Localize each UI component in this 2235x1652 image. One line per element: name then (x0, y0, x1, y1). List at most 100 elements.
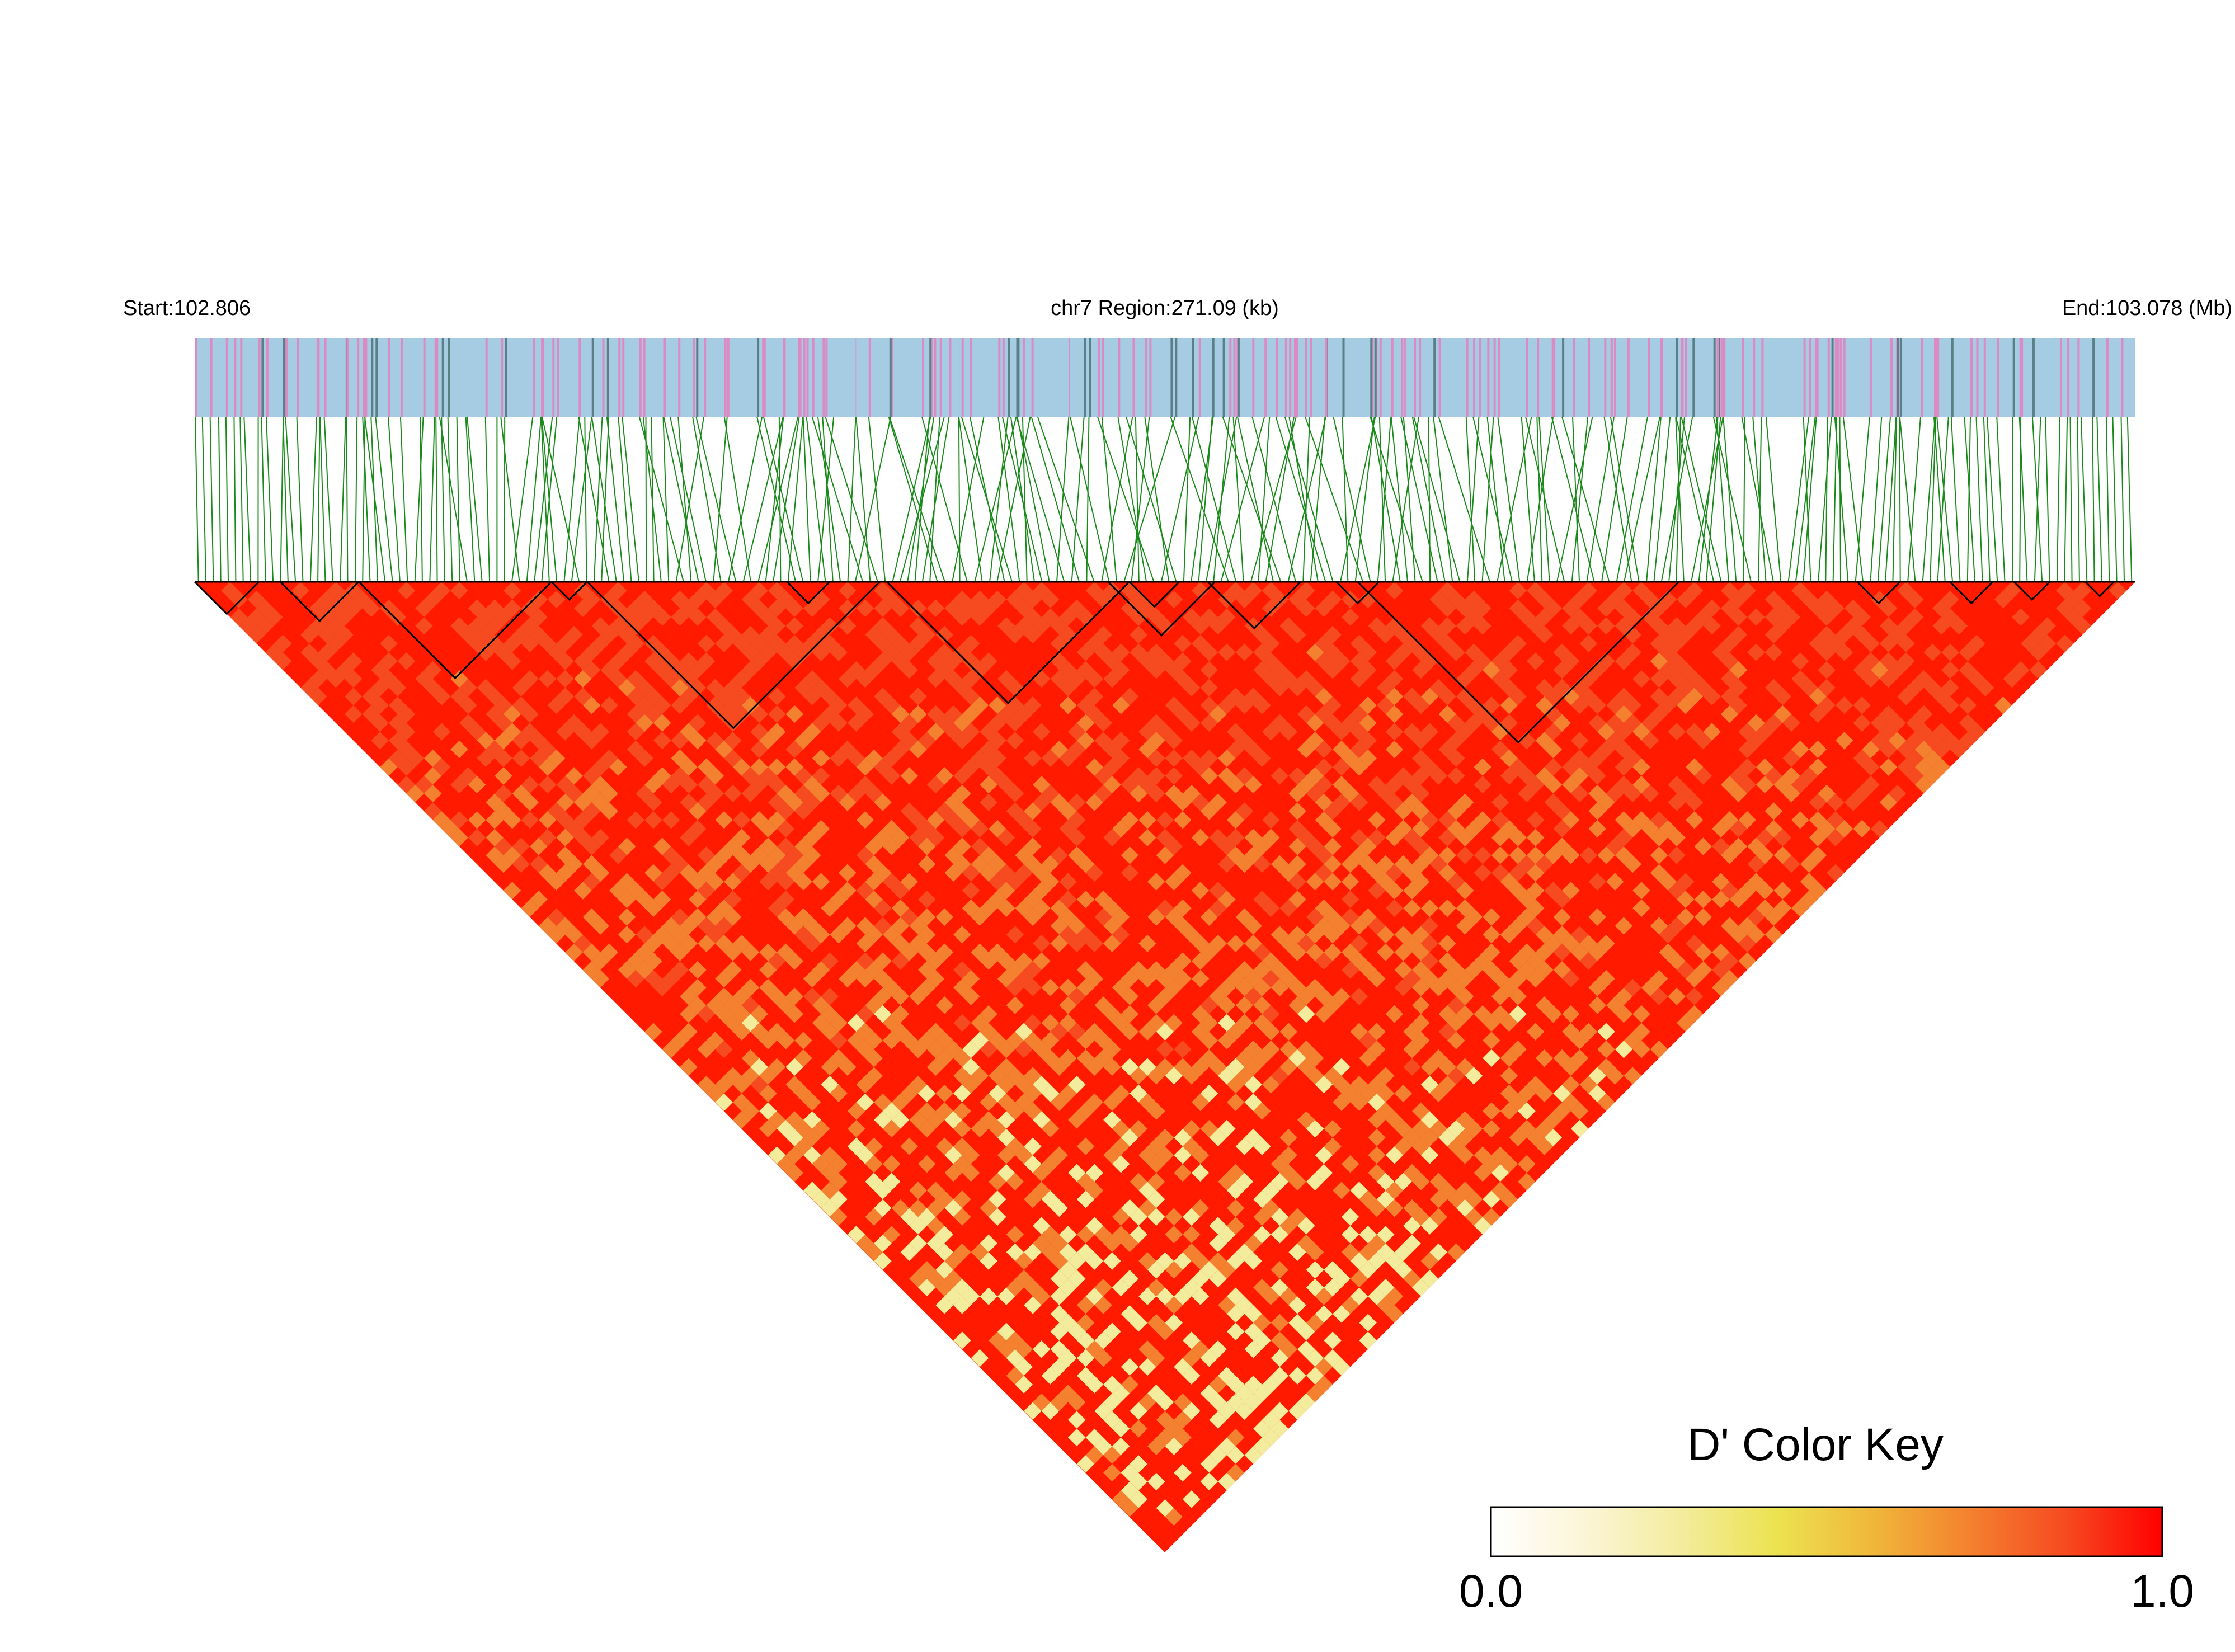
heatmap-cell (1024, 908, 1042, 926)
heatmap-cell (1174, 952, 1192, 970)
heatmap-cell (1677, 873, 1695, 891)
heatmap-cell (865, 1173, 883, 1190)
heatmap-cell (962, 987, 980, 1005)
heatmap-cell (1297, 582, 1315, 600)
heatmap-cell (1579, 582, 1598, 600)
snp-connector (1037, 416, 1095, 582)
heatmap-cell (1420, 617, 1439, 635)
heatmap-cell (1006, 625, 1024, 644)
heatmap-cell (971, 661, 989, 679)
heatmap-cell (1068, 1252, 1086, 1270)
snp-connector (892, 416, 931, 582)
heatmap-cell (1491, 723, 1509, 741)
heatmap-cell (424, 590, 442, 609)
heatmap-cell (1385, 688, 1404, 705)
heatmap-cell (759, 643, 777, 661)
heatmap-cell (1324, 1331, 1342, 1349)
heatmap-cell (882, 926, 901, 944)
heatmap-cell (1588, 1084, 1606, 1103)
snp-tick (2019, 338, 2022, 417)
heatmap-cell (1429, 679, 1448, 696)
heatmap-cell (1297, 1040, 1315, 1058)
heatmap-cell (565, 926, 583, 944)
snp-connector (591, 416, 617, 582)
heatmap-cell (724, 837, 742, 855)
heatmap-cell (1518, 855, 1536, 873)
heatmap-cell (1076, 1243, 1095, 1262)
snp-connector (787, 416, 804, 582)
heatmap-cell (1641, 784, 1659, 803)
snp-connector (362, 416, 371, 582)
heatmap-cell (1279, 1217, 1297, 1235)
heatmap-cell (1412, 784, 1430, 803)
snp-tick (210, 338, 213, 417)
heatmap-cell (1050, 934, 1068, 953)
heatmap-cell (1527, 829, 1545, 846)
heatmap-cell (944, 705, 962, 723)
heatmap-cell (1624, 1067, 1641, 1085)
heatmap-cell (1068, 987, 1086, 1005)
heatmap-cell (1279, 1164, 1297, 1182)
heatmap-cell (1138, 1287, 1156, 1305)
heatmap-cell (926, 829, 945, 846)
heatmap-cell (997, 1111, 1015, 1129)
snp-connector (868, 416, 886, 582)
heatmap-cell (1033, 1111, 1051, 1129)
heatmap-cell (1606, 837, 1624, 855)
heatmap-cell (944, 1252, 962, 1270)
heatmap-cell (1297, 670, 1315, 688)
snp-tick (889, 338, 892, 417)
color-key-bar (1490, 1506, 2163, 1557)
heatmap-cell (1738, 723, 1756, 741)
heatmap-cell (1130, 625, 1147, 644)
snp-connector (1305, 416, 1364, 582)
snp-connector (526, 416, 542, 582)
heatmap-cell (1853, 696, 1871, 714)
heatmap-cell (1412, 1208, 1430, 1226)
heatmap-cell (856, 882, 874, 900)
heatmap-cell (1076, 1314, 1095, 1332)
heatmap-cell (1200, 749, 1218, 768)
heatmap-cell (1191, 1005, 1210, 1023)
heatmap-cell (459, 679, 477, 696)
heatmap-cell (1244, 829, 1262, 846)
heatmap-cell (891, 1023, 910, 1041)
heatmap-cell (1535, 608, 1554, 626)
heatmap-cell (1103, 1111, 1121, 1129)
heatmap-cell (627, 723, 645, 741)
heatmap-cell (794, 1084, 812, 1103)
heatmap-cell (547, 590, 566, 609)
heatmap-cell (1006, 1173, 1024, 1190)
heatmap-cell (1024, 1190, 1042, 1208)
heatmap-cell (1368, 882, 1386, 900)
heatmap-cell (1006, 1367, 1024, 1385)
heatmap-cell (1165, 590, 1183, 609)
heatmap-cell (1094, 767, 1112, 785)
heatmap-cell (847, 1137, 865, 1155)
heatmap-cell (724, 890, 742, 909)
heatmap-cell (900, 643, 918, 661)
heatmap-cell (609, 617, 627, 635)
heatmap-cell (1791, 582, 1809, 600)
heatmap-cell (1394, 926, 1412, 944)
heatmap-cell (980, 1234, 997, 1253)
heatmap-cell (1324, 837, 1342, 855)
snp-tick (1660, 338, 1663, 417)
heatmap-cell (1147, 608, 1165, 626)
heatmap-cell (918, 1278, 936, 1297)
heatmap-cell (627, 969, 645, 988)
heatmap-cell (980, 1199, 997, 1217)
heatmap-cell (1183, 784, 1201, 803)
heatmap-cell (539, 864, 557, 882)
heatmap-cell (980, 1287, 997, 1305)
heatmap-cell (953, 978, 971, 997)
heatmap-cell (1024, 625, 1042, 644)
heatmap-cell (1183, 714, 1201, 732)
snp-connector (1213, 416, 1230, 582)
heatmap-cell (397, 740, 416, 759)
heatmap-cell (2056, 599, 2074, 618)
heatmap-cell (1315, 1076, 1333, 1094)
heatmap-cell (1624, 608, 1641, 626)
heatmap-cell (1006, 732, 1024, 750)
heatmap-cell (1853, 625, 1871, 644)
